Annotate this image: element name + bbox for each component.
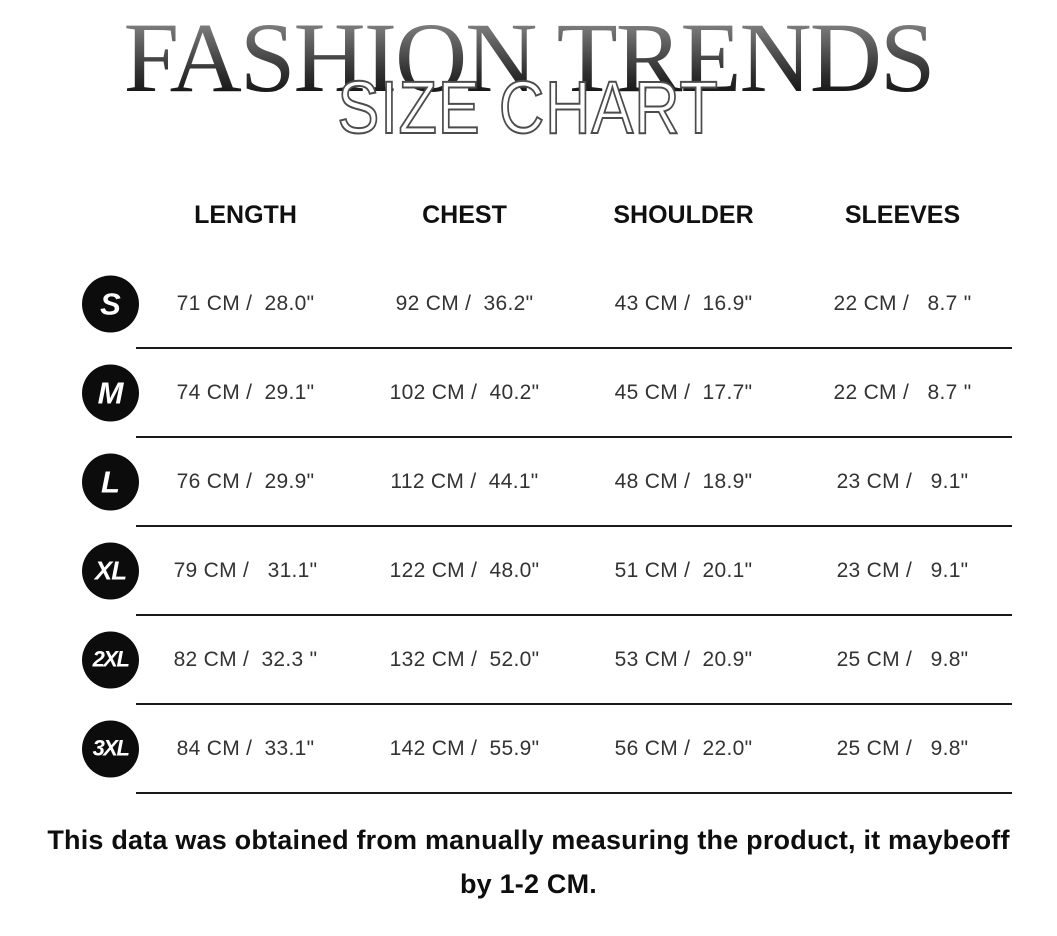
column-header-sleeves: SLEEVES bbox=[844, 200, 961, 229]
cell-chest: 132 CM / 52.0" bbox=[389, 647, 540, 671]
measurement-note-line2: by 1-2 CM. bbox=[459, 869, 598, 899]
cell-chest: 122 CM / 48.0" bbox=[389, 558, 540, 582]
size-badge-2xl: 2XL bbox=[82, 631, 139, 688]
column-header-chest: CHEST bbox=[422, 200, 507, 229]
cell-chest: 142 CM / 55.9" bbox=[389, 736, 540, 760]
cell-sleeves: 23 CM / 9.1" bbox=[836, 558, 969, 582]
cell-length: 76 CM / 29.9" bbox=[176, 469, 315, 493]
cell-shoulder: 53 CM / 20.9" bbox=[614, 647, 753, 671]
size-table: LENGTH CHEST SHOULDER SLEEVES S 71 CM / … bbox=[82, 170, 1012, 794]
table-row-l: L 76 CM / 29.9" 112 CM / 44.1" 48 CM / 1… bbox=[82, 438, 1012, 527]
brand-title: FASHION TRENDS bbox=[0, 4, 1057, 112]
table-row-xl: XL 79 CM / 31.1" 122 CM / 48.0" 51 CM / … bbox=[82, 527, 1012, 616]
size-badge-m: M bbox=[82, 364, 139, 421]
cell-length: 71 CM / 28.0" bbox=[176, 291, 315, 315]
size-badge-xl: XL bbox=[82, 542, 139, 599]
cell-shoulder: 48 CM / 18.9" bbox=[614, 469, 753, 493]
cell-sleeves: 22 CM / 8.7 " bbox=[833, 380, 972, 404]
cell-shoulder: 43 CM / 16.9" bbox=[614, 291, 753, 315]
cell-length: 84 CM / 33.1" bbox=[176, 736, 315, 760]
size-badge-s: S bbox=[82, 275, 139, 332]
table-row-2xl: 2XL 82 CM / 32.3 " 132 CM / 52.0" 53 CM … bbox=[82, 616, 1012, 705]
cell-shoulder: 51 CM / 20.1" bbox=[614, 558, 753, 582]
title-block: FASHION TRENDS SIZE CHART bbox=[0, 0, 1057, 170]
cell-shoulder: 45 CM / 17.7" bbox=[614, 380, 753, 404]
cell-sleeves: 23 CM / 9.1" bbox=[836, 469, 969, 493]
cell-chest: 92 CM / 36.2" bbox=[395, 291, 534, 315]
table-row-m: M 74 CM / 29.1" 102 CM / 40.2" 45 CM / 1… bbox=[82, 349, 1012, 438]
table-row-3xl: 3XL 84 CM / 33.1" 142 CM / 55.9" 56 CM /… bbox=[82, 705, 1012, 794]
cell-length: 74 CM / 29.1" bbox=[176, 380, 315, 404]
cell-shoulder: 56 CM / 22.0" bbox=[614, 736, 753, 760]
table-row-s: S 71 CM / 28.0" 92 CM / 36.2" 43 CM / 16… bbox=[82, 260, 1012, 349]
measurement-note: This data was obtained from manually mea… bbox=[0, 818, 1057, 906]
measurement-note-line1: This data was obtained from manually mea… bbox=[47, 825, 1010, 855]
cell-chest: 102 CM / 40.2" bbox=[389, 380, 540, 404]
cell-sleeves: 25 CM / 9.8" bbox=[836, 647, 969, 671]
size-chart-page: FASHION TRENDS SIZE CHART LENGTH CHEST S… bbox=[0, 0, 1057, 906]
cell-sleeves: 25 CM / 9.8" bbox=[836, 736, 969, 760]
size-badge-l: L bbox=[82, 453, 139, 510]
cell-length: 82 CM / 32.3 " bbox=[173, 647, 318, 671]
cell-chest: 112 CM / 44.1" bbox=[390, 469, 539, 493]
column-header-shoulder: SHOULDER bbox=[613, 200, 754, 229]
size-badge-3xl: 3XL bbox=[82, 720, 139, 777]
column-header-length: LENGTH bbox=[194, 200, 297, 229]
table-header-row: LENGTH CHEST SHOULDER SLEEVES bbox=[136, 170, 1012, 260]
cell-length: 79 CM / 31.1" bbox=[173, 558, 318, 582]
cell-sleeves: 22 CM / 8.7 " bbox=[833, 291, 972, 315]
